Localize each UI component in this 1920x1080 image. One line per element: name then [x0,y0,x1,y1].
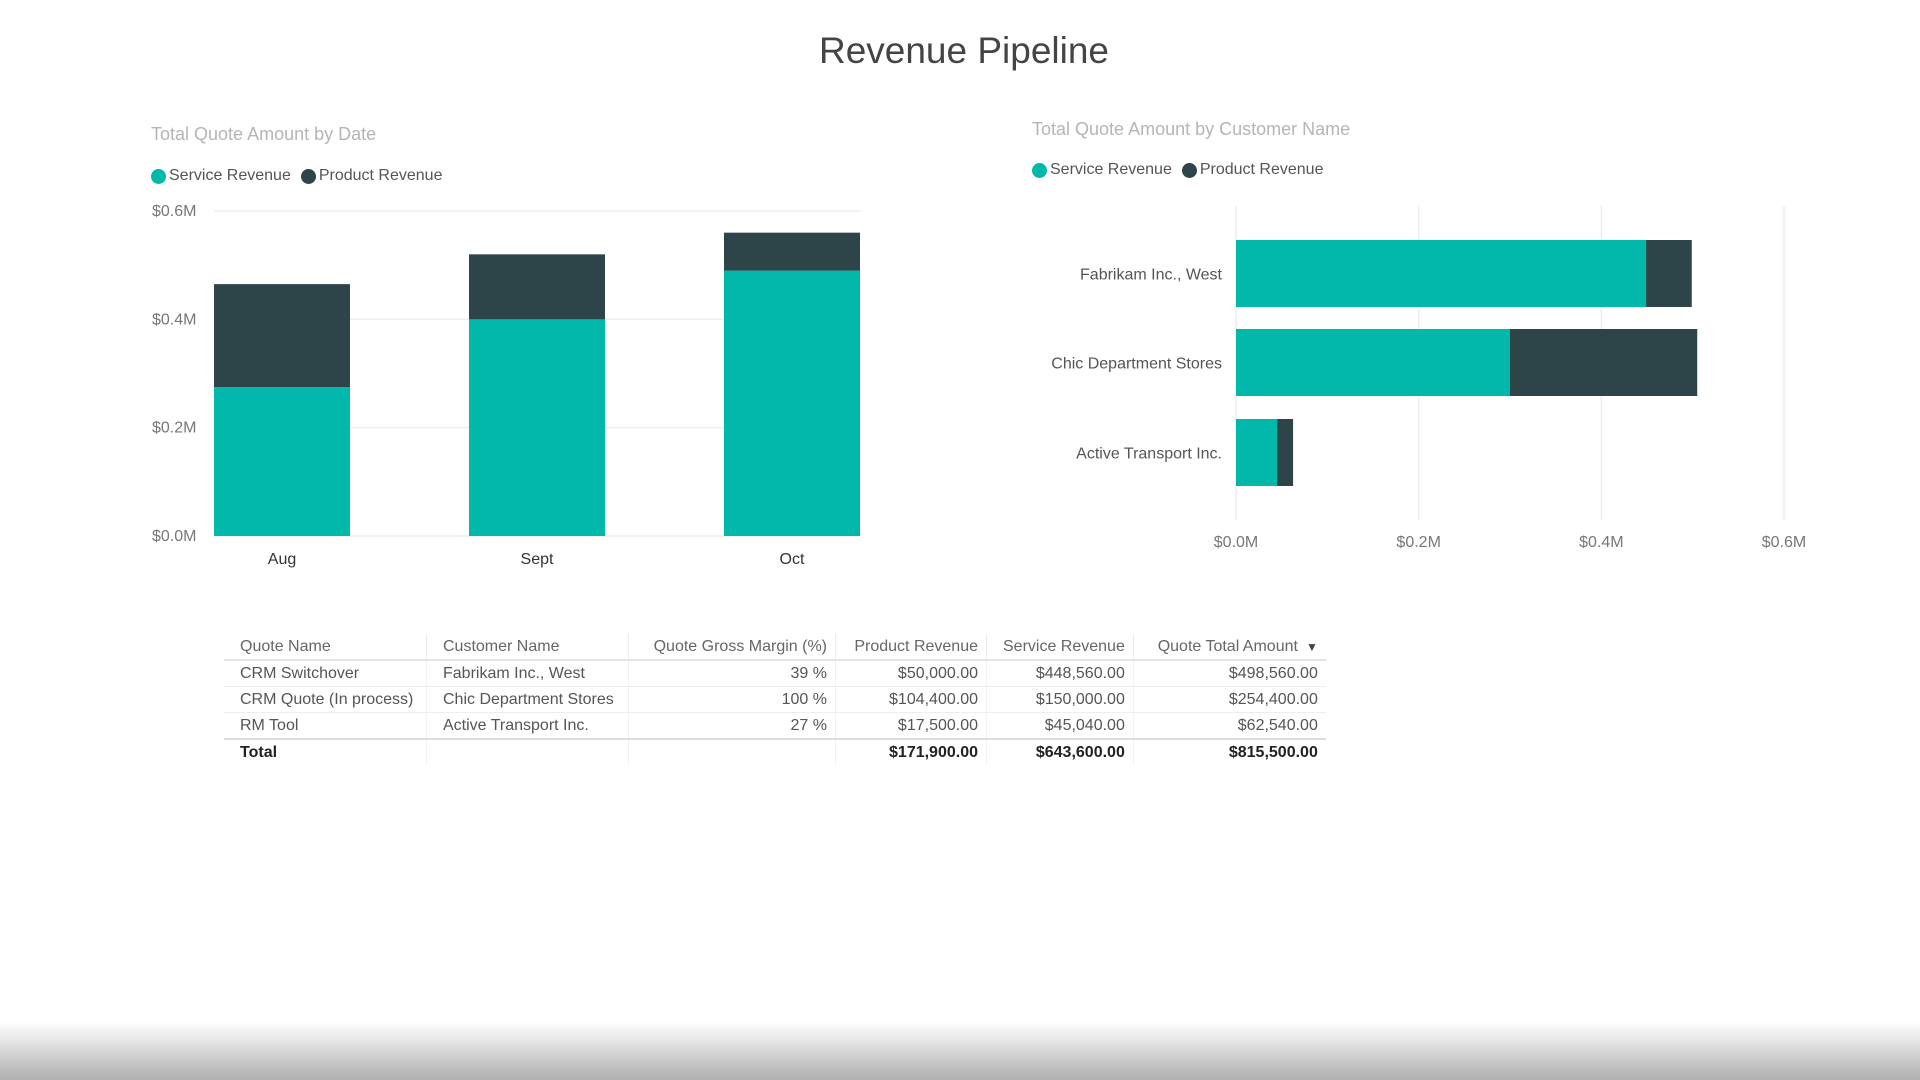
column-header[interactable]: Customer Name [426,634,629,661]
column-header[interactable]: Product Revenue [835,634,987,661]
table-cell: Active Transport Inc. [426,712,629,740]
date-chart-title: Total Quote Amount by Date [151,124,377,144]
bar-product-revenue [214,284,350,388]
table-row[interactable]: RM Tool Active Transport Inc. 27 % $17,500.… [224,712,1326,740]
table-row[interactable]: CRM Quote (In process) Chic Department St… [224,686,1326,713]
table-cell: $50,000.00 [835,660,987,687]
legend-label: Service Revenue [169,167,291,184]
y-tick-label: $0.0M [152,528,196,545]
legend-label: Service Revenue [1050,161,1172,178]
legend-dot-icon [1032,162,1047,178]
quotes-table: Quote Name Customer Name Quote Gross Margi… [224,634,1326,765]
x-tick-label: $0.6M [1762,534,1806,551]
customer-chart-title: Total Quote Amount by Customer Name [1032,119,1351,139]
bottom-shadow [0,1022,1920,1080]
y-tick-label: Chic Department Stores [1051,356,1222,373]
table-cell: CRM Switchover [224,660,427,687]
page-title: Revenue Pipeline [818,30,1110,71]
table-cell: $45,040.00 [986,712,1134,740]
y-tick-label: $0.2M [152,420,196,437]
legend-label: Product Revenue [1199,161,1324,178]
customer-chart-legend: Service Revenue Product Revenue [1032,161,1333,179]
table-cell: CRM Quote (In process) [224,686,427,713]
column-header-label: Customer Name [443,637,560,655]
table-cell: $17,500.00 [835,712,987,740]
table-cell: 27 % [628,712,836,740]
table-cell: $104,400.00 [835,686,987,713]
bar-product-revenue [1646,240,1692,307]
table-row[interactable]: CRM Switchover Fabrikam Inc., West 39 % $50… [224,660,1326,687]
legend-dot-icon [300,168,316,184]
table-cell: $448,560.00 [986,660,1134,687]
table-cell [628,738,836,765]
charts-canvas: $0.0M $0.2M $0.4M $0.6M Aug Sept Oct $0.0M $0.2M… [152,203,1806,568]
table-cell: $498,560.00 [1133,660,1326,687]
sort-descending-icon[interactable]: ▼ [1305,639,1318,654]
table-header-row: Quote Name Customer Name Quote Gross Margi… [224,634,1326,661]
y-tick-label: $0.4M [152,311,196,328]
y-tick-label: $0.6M [152,203,196,220]
x-tick-label: $0.2M [1396,534,1440,551]
table-total-row[interactable]: Total $171,900.00 $643,600.00 $815,500.00 [224,738,1326,765]
table-cell: $62,540.00 [1133,712,1326,740]
date-chart-legend: Service Revenue Product Revenue [151,167,452,185]
bar-service-revenue [1236,419,1278,486]
bar-product-revenue [1510,329,1698,396]
legend-service[interactable]: Service Revenue [151,167,291,185]
table-cell: $150,000.00 [986,686,1134,713]
y-tick-label: Fabrikam Inc., West [1080,267,1223,284]
bar-service-revenue [724,270,860,536]
column-header-label: Quote Total Amount [1157,637,1298,655]
y-tick-label: Active Transport Inc. [1076,446,1222,463]
table-cell: 39 % [628,660,836,687]
bar-product-revenue [724,232,860,271]
x-tick-label: Sept [521,551,554,568]
legend-dot-icon [151,168,166,184]
column-header[interactable]: Quote Gross Margin (%) [628,634,836,661]
column-header-label: Quote Name [240,637,331,655]
column-header[interactable]: Quote Total Amount ▼ [1133,634,1326,661]
x-tick-label: Aug [268,551,296,568]
table-cell [426,738,629,765]
table-cell: $254,400.00 [1133,686,1326,713]
legend-service[interactable]: Service Revenue [1032,161,1172,179]
x-tick-label: Oct [780,551,805,568]
column-header[interactable]: Quote Name [224,634,427,661]
legend-dot-icon [1181,162,1197,178]
table-cell: Chic Department Stores [426,686,629,713]
column-header[interactable]: Service Revenue [986,634,1134,661]
table-cell: RM Tool [224,712,427,740]
table-cell: $171,900.00 [835,738,987,765]
x-tick-label: $0.0M [1214,534,1258,551]
table-cell: Total [224,738,427,765]
table-cell: $815,500.00 [1133,738,1326,765]
table-cell: 100 % [628,686,836,713]
legend-label: Product Revenue [318,167,443,184]
x-tick-label: $0.4M [1579,534,1623,551]
bar-service-revenue [469,319,605,536]
column-header-label: Product Revenue [854,637,978,655]
column-header-label: Quote Gross Margin (%) [653,637,827,655]
bar-service-revenue [1236,329,1510,396]
bar-service-revenue [214,387,350,536]
table-cell: Fabrikam Inc., West [426,660,629,687]
bar-product-revenue [469,254,605,320]
bar-product-revenue [1277,419,1294,486]
bar-service-revenue [1236,240,1647,307]
column-header-label: Service Revenue [1003,637,1125,655]
legend-product[interactable]: Product Revenue [300,167,443,185]
table-cell: $643,600.00 [986,738,1134,765]
legend-product[interactable]: Product Revenue [1181,161,1324,179]
